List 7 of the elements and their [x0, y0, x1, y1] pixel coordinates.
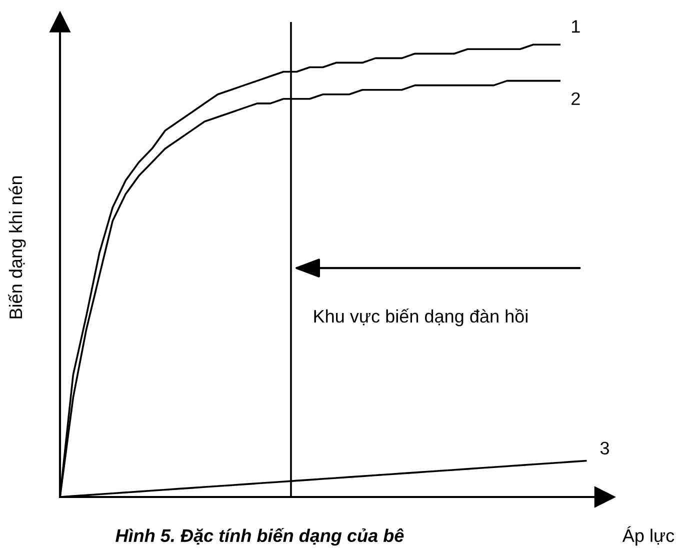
series-label: 3 [600, 442, 609, 455]
y-axis-title: Biến dạng khi nén [8, 176, 26, 318]
series-label: 2 [572, 92, 580, 105]
text: Hình 5. Đặc tính biến dạng của bê [116, 528, 404, 546]
annotation: Khu vực biến dạng đàn hồi [314, 308, 528, 326]
x-axis-title: Áp lực [622, 526, 674, 546]
series-label: 1 [572, 20, 580, 33]
